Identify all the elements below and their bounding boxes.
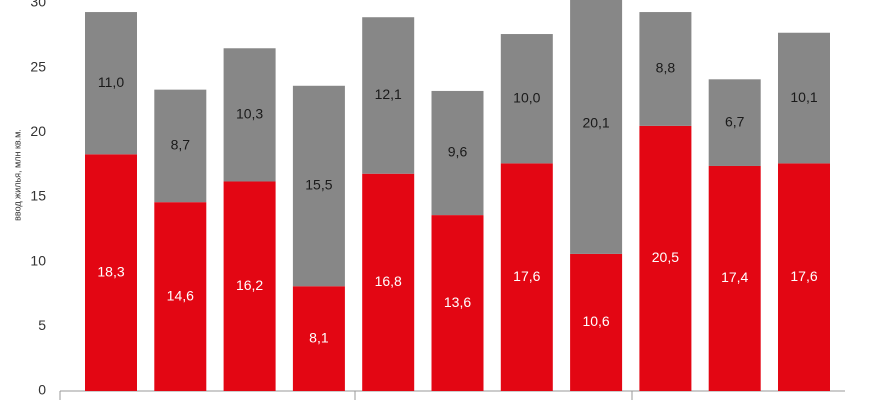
bar-segment (223, 48, 276, 182)
value-label: 6,7 (725, 113, 745, 129)
value-label: 10,1 (790, 89, 817, 105)
bar-segment (292, 286, 345, 391)
bar-segment (431, 90, 484, 216)
bar-segment (570, 0, 623, 254)
bar-segment (639, 125, 692, 391)
y-tick-label: 5 (38, 317, 46, 333)
value-label: 15,5 (305, 177, 332, 193)
y-axis-title: ввод жилья, млн кв.м. (12, 129, 22, 221)
value-label: 16,2 (236, 277, 263, 293)
value-label: 10,0 (513, 89, 540, 105)
bar-segment (362, 17, 415, 174)
value-label: 18,3 (97, 263, 124, 279)
bar-segment (778, 32, 830, 164)
value-label: 14,6 (167, 287, 194, 303)
value-label: 20,1 (582, 115, 609, 131)
bar-segment (708, 165, 761, 391)
value-label: 12,1 (375, 86, 402, 102)
value-label: 11,0 (98, 74, 124, 90)
y-tick-label: 0 (38, 382, 46, 398)
y-tick-label: 25 (30, 58, 46, 74)
y-tick-label: 10 (30, 252, 46, 268)
y-tick-label: 30 (30, 0, 46, 10)
value-label: 13,6 (444, 294, 471, 310)
bar-segment (223, 181, 276, 391)
value-label: 10,3 (236, 106, 263, 122)
value-label: 17,6 (790, 268, 817, 284)
value-label: 17,4 (721, 269, 748, 285)
y-tick-label: 15 (30, 188, 46, 204)
value-label: 8,1 (309, 329, 329, 345)
bar-segment (362, 173, 415, 391)
bar-segment (778, 163, 830, 391)
bar-segment (500, 34, 553, 164)
value-label: 17,6 (513, 268, 540, 284)
bar-segment (292, 85, 345, 287)
bar-segment (154, 202, 207, 391)
value-label: 9,6 (448, 144, 468, 160)
value-label: 16,8 (375, 273, 402, 289)
bar-segment (85, 154, 137, 391)
bar-segment (154, 89, 207, 203)
bar-segment (500, 163, 553, 391)
bar-segment (570, 253, 623, 391)
bar-segment (708, 79, 761, 166)
value-label: 10,6 (582, 313, 609, 329)
y-tick-label: 20 (30, 123, 46, 139)
value-label: 20,5 (652, 249, 679, 265)
bar-segment (639, 12, 692, 126)
bar-segment (431, 215, 484, 391)
bar-segment (85, 12, 137, 155)
value-label: 8,7 (171, 137, 191, 153)
value-label: 8,8 (656, 60, 676, 76)
